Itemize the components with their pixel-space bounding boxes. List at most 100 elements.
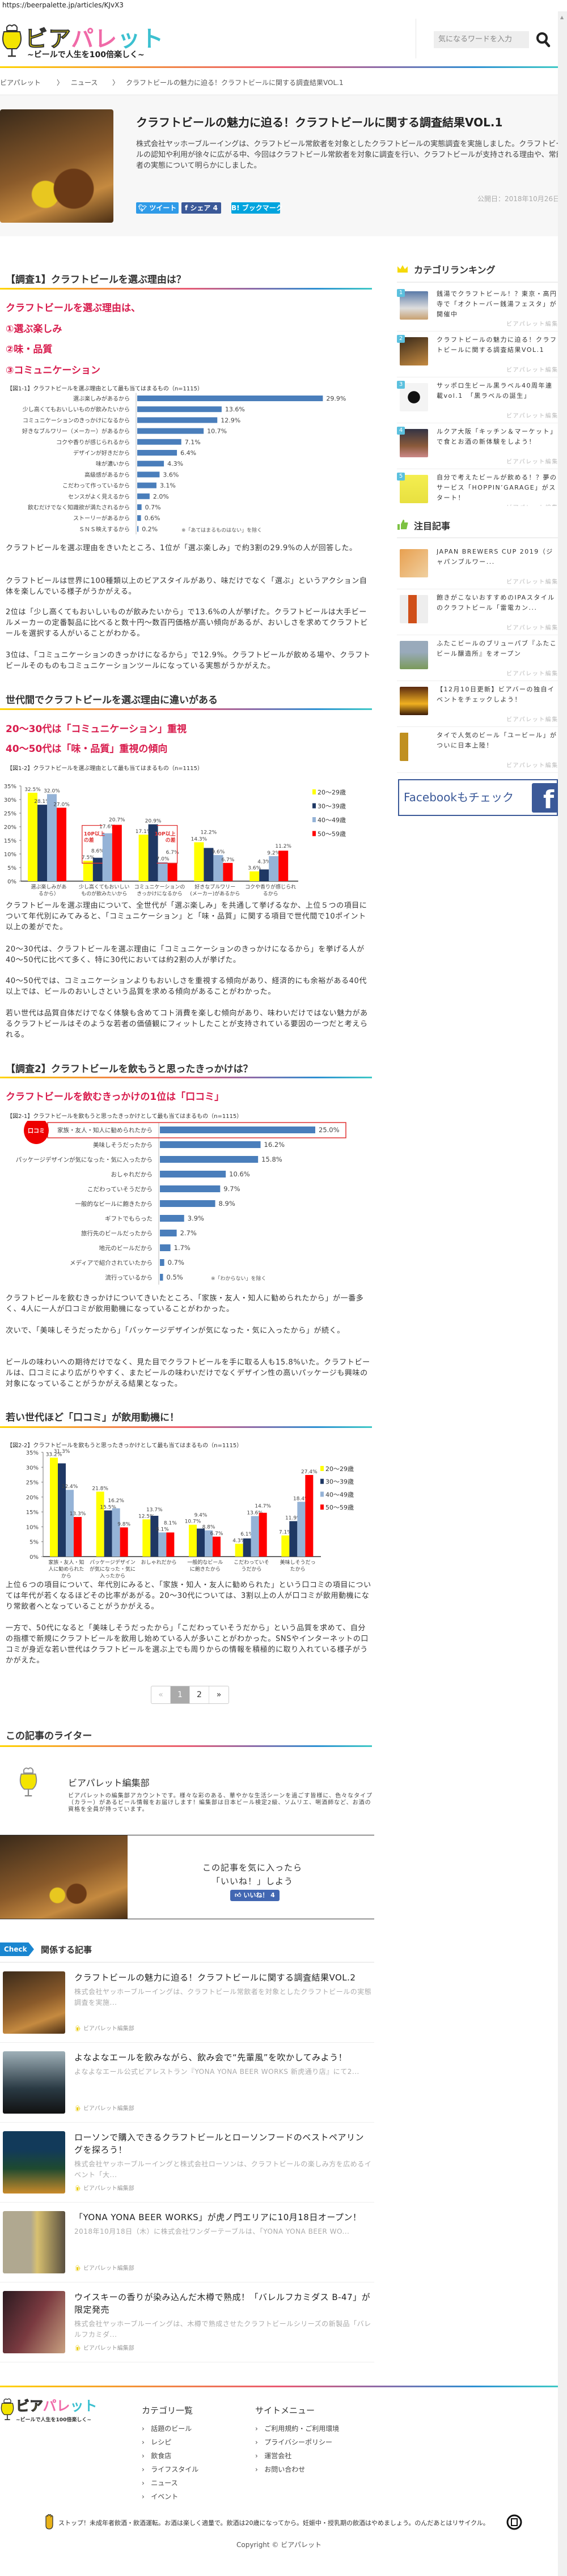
search-icon[interactable]: [536, 32, 551, 48]
ranking-item[interactable]: 5 自分で考えたビールが飲める！？夢のサービス「HOPPIN’GARAGE」がス…: [397, 473, 558, 506]
sidebar-item-title[interactable]: 飽きがこないおすすめのIPAスタイルのクラフトビール「雷電カン...: [437, 594, 555, 611]
writer-bio: ビアパレットの編集部アカウントです。様々な彩のある、華やかな生活シーンを過ごす皆…: [68, 1793, 373, 1813]
sidebar-divider: [397, 726, 558, 727]
related-article-thumbnail[interactable]: [3, 2051, 65, 2114]
footer-category-link[interactable]: › ライフスタイル: [142, 2464, 198, 2474]
related-article-thumbnail[interactable]: [3, 2291, 65, 2353]
sidebar-item-author: ビアパレット編集部: [506, 505, 558, 506]
bar-label: 高級感があるから: [84, 471, 130, 478]
tweet-button[interactable]: 🐦︎ ツイート: [136, 202, 179, 214]
footer-category-link[interactable]: › 話題のビール: [142, 2424, 192, 2433]
footer-menu-link[interactable]: › プライバシーポリシー: [255, 2437, 332, 2447]
share-label: シェア: [190, 204, 211, 212]
annotation-bracket: [82, 824, 103, 864]
annotation-bracket: [156, 824, 178, 864]
pagination-next[interactable]: »: [216, 1690, 222, 1699]
article-header: クラフトビールの魅力に迫る！クラフトビールに関する調査結果VOL.1 株式会社ヤ…: [0, 95, 558, 236]
bar: [47, 794, 57, 881]
sidebar-item-title[interactable]: 銭湯でクラフトビール！？東京・高円寺で「オクトーバー銭湯フェスタ」が開催中: [437, 290, 557, 318]
pagination-page-2[interactable]: 2: [190, 1686, 209, 1703]
paragraph: 2位は「少し高くてもおいしいものが飲みたいから」で13.6%の人が挙げた。クラフ…: [6, 608, 368, 638]
highlight-text: ①選ぶ楽しみ: [6, 324, 62, 335]
bar: [160, 1230, 177, 1236]
ranking-item[interactable]: 1 銭湯でクラフトビール！？東京・高円寺で「オクトーバー銭湯フェスタ」が開催中 …: [397, 289, 558, 335]
ranking-item[interactable]: 2 クラフトビールの魅力に迫る！クラフトビールに関する調査結果VOL.1 ビアパ…: [397, 335, 558, 381]
facebook-banner[interactable]: Facebookもチェック f: [398, 779, 558, 816]
bar: [243, 1538, 251, 1557]
bar-value-label: 17.6%: [99, 824, 116, 830]
featured-item[interactable]: JAPAN BREWERS CUP 2019（ジャパンブルワー... ビアパレッ…: [397, 547, 558, 593]
featured-item[interactable]: 飽きがこないおすすめのIPAスタイルのクラフトビール「雷電カン... ビアパレッ…: [397, 593, 558, 639]
ranking-item[interactable]: 4 ルクア大阪「キッチン＆マーケット」で食とお酒の新体験をしよう！ ビアパレット…: [397, 427, 558, 473]
related-article-title[interactable]: クラフトビールの魅力に迫る！クラフトビールに関する調査結果VOL.2: [74, 1973, 356, 1983]
related-article[interactable]: ローソンで購入できるクラフトビールとローソンフードのベストペアリングを探ろう！ …: [0, 2131, 374, 2211]
beer-glass-icon: 🍺︎: [74, 2026, 82, 2032]
footer-menu-link[interactable]: › 運営会社: [255, 2451, 291, 2460]
related-article-thumbnail[interactable]: [3, 1971, 65, 2034]
chart-2-1: 家族・友人・知人に勧められたから 25.0% 美味しそうだったから 16.2% パッケー…: [16, 1121, 346, 1285]
bar: [112, 1508, 120, 1557]
legend-swatch: [312, 803, 316, 809]
scrollbar[interactable]: [558, 11, 567, 2576]
footer-category-link[interactable]: › イベント: [142, 2492, 178, 2501]
chart-title: 【図2-2】クラフトビールを飲もうと思ったきっかけとして最も当てはまるもの（n=…: [7, 1443, 243, 1449]
related-article-thumbnail[interactable]: [3, 2211, 65, 2273]
footer-category-link[interactable]: › ニュース: [142, 2478, 178, 2488]
sidebar-item-title[interactable]: 【12月10日更新】ビアバーの独自イベントをチェックしよう！: [437, 686, 555, 703]
footer-category-link[interactable]: › レシピ: [142, 2437, 171, 2447]
related-article[interactable]: 「YONA YONA BEER WORKS」が虎ノ門エリアに10月18日オープン…: [0, 2211, 374, 2291]
bar: [66, 1490, 74, 1557]
breadcrumb-home[interactable]: ビアパレット: [0, 79, 41, 87]
facebook-share-button[interactable]: f シェア 4: [181, 202, 221, 214]
related-article[interactable]: よなよなエールを飲みながら、飲み会で“先輩風”を吹かしてみよう！ よなよなエール…: [0, 2051, 374, 2131]
sidebar-thumbnail[interactable]: [400, 549, 428, 577]
sidebar-item-title[interactable]: タイで人気のビール「ユービール」がついに日本上陸！: [437, 732, 557, 749]
bar-value-label: 8.8%: [202, 1525, 215, 1531]
bar: [189, 1524, 197, 1557]
breadcrumb-news[interactable]: ニュース: [71, 79, 98, 87]
sidebar-thumbnail[interactable]: [400, 595, 428, 623]
facebook-like-button[interactable]: 👍︎ いいね！ 4: [230, 1890, 280, 1901]
sidebar-item-title[interactable]: JAPAN BREWERS CUP 2019（ジャパンブルワー...: [437, 548, 553, 566]
related-article-title[interactable]: ウイスキーの香りが染み込んだ木樽で熟成！「バレルフカミダス B-47」が限定発売: [74, 2292, 371, 2315]
bar: [120, 1527, 128, 1557]
bar-value-label: 13.6%: [225, 406, 245, 413]
x-tick-label: きっかけになるから: [137, 891, 183, 897]
sidebar-item-title[interactable]: サッポロ生ビール黒ラベル40周年連載vol.1 「黒ラベルの誕生」: [437, 382, 553, 399]
bar-value-label: 33.2%: [46, 1452, 62, 1457]
footer-link-label: ライフスタイル: [151, 2466, 199, 2473]
sidebar-item-title[interactable]: クラフトビールの魅力に迫る！クラフトビールに関する調査結果VOL.1: [437, 336, 557, 354]
search-input[interactable]: 気になるワードを入力: [434, 31, 529, 48]
sidebar-thumbnail[interactable]: [400, 733, 428, 761]
site-logo[interactable]: ビアパレット ~ビールで人生を100倍楽しく~: [1, 20, 171, 60]
pagination-page-1[interactable]: 1: [171, 1686, 190, 1703]
footer-menu-link[interactable]: › お問い合わせ: [255, 2464, 305, 2474]
bar-value-label: 10.6%: [229, 1170, 250, 1178]
featured-item[interactable]: ふたこビールのブリューパブ『ふたこビール醸造所』をオープン ビアパレット編集部: [397, 639, 558, 685]
hatena-bookmark-button[interactable]: B! ブックマーク: [231, 202, 283, 214]
sidebar-item-title[interactable]: ルクア大阪「キッチン＆マーケット」で食とお酒の新体験をしよう！: [437, 428, 557, 445]
sidebar-thumbnail[interactable]: [400, 641, 428, 669]
featured-item[interactable]: タイで人気のビール「ユービール」がついに日本上陸！ ビアパレット編集部: [397, 730, 558, 773]
related-article-title[interactable]: 「YONA YONA BEER WORKS」が虎ノ門エリアに10月18日オープン…: [74, 2212, 362, 2222]
writer-name[interactable]: ビアパレット編集部: [68, 1778, 150, 1788]
highlight-text: クラフトビールを選ぶ理由は、: [6, 303, 141, 314]
featured-item[interactable]: 【12月10日更新】ビアバーの独自イベントをチェックしよう！ ビアパレット編集部: [397, 685, 558, 730]
footer-menu-link[interactable]: › ご利用規約・ご利用環境: [255, 2424, 339, 2433]
related-article[interactable]: クラフトビールの魅力に迫る！クラフトビールに関する調査結果VOL.2 株式会社ヤ…: [0, 1971, 374, 2051]
related-article[interactable]: ウイスキーの香りが染み込んだ木樽で熟成！「バレルフカミダス B-47」が限定発売…: [0, 2291, 374, 2371]
footer-category-link[interactable]: › 飲食店: [142, 2451, 171, 2460]
ranking-item[interactable]: 3 サッポロ生ビール黒ラベル40周年連載vol.1 「黒ラベルの誕生」 ビアパレ…: [397, 381, 558, 427]
footer-logo[interactable]: ビアパレット ~ビールで人生を100倍楽しく~: [0, 2398, 113, 2426]
sidebar-item-title[interactable]: 自分で考えたビールが飲める！？夢のサービス「HOPPIN’GARAGE」がスター…: [437, 474, 557, 501]
related-article-title[interactable]: よなよなエールを飲みながら、飲み会で“先輩風”を吹かしてみよう！: [74, 2052, 348, 2063]
sidebar-thumbnail[interactable]: [400, 687, 428, 715]
url-bar[interactable]: https://beerpalette.jp/articles/KJvX3: [2, 1, 124, 9]
bar: [102, 833, 112, 881]
related-article-thumbnail[interactable]: [3, 2131, 65, 2194]
writer-avatar[interactable]: [19, 1767, 38, 1797]
sidebar-item-title[interactable]: ふたこビールのブリューパブ『ふたこビール醸造所』をオープン: [437, 640, 557, 657]
related-article-title[interactable]: ローソンで購入できるクラフトビールとローソンフードのベストペアリングを探ろう！: [74, 2132, 365, 2155]
paragraph: クラフトビールを選ぶ理由をきいたところ、1位が「選ぶ楽しみ」で約3割の29.9%…: [6, 544, 357, 552]
scroll-up-arrow-icon[interactable]: ▲: [560, 15, 564, 20]
